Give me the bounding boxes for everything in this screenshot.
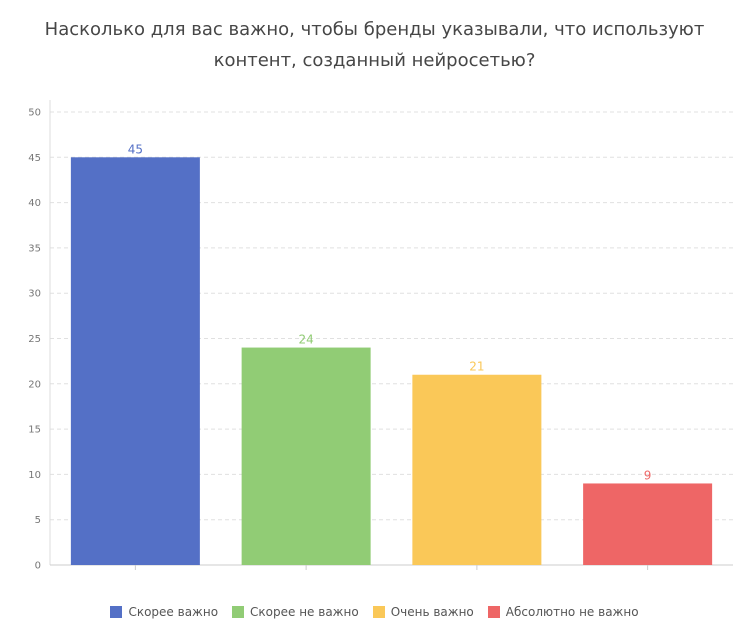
legend-item-skoree-ne-vazhno[interactable]: Скорее не важно	[232, 605, 359, 619]
legend-item-skoree-vazhno[interactable]: Скорее важно	[110, 605, 218, 619]
bar-value-label: 9	[644, 468, 652, 482]
bar-value-label: 24	[298, 333, 313, 347]
y-tick-label: 50	[28, 108, 41, 119]
y-tick-label: 0	[35, 561, 41, 572]
bar	[241, 347, 371, 565]
legend-item-ochen-vazhno[interactable]: Очень важно	[372, 605, 474, 619]
bar-value-label: 45	[128, 142, 143, 156]
y-tick-label: 10	[28, 470, 41, 481]
bar	[70, 157, 200, 566]
y-tick-label: 20	[28, 379, 41, 390]
bar-value-label: 21	[469, 360, 484, 374]
legend-swatch	[372, 606, 385, 618]
legend-swatch	[232, 606, 245, 618]
y-tick-label: 45	[28, 153, 41, 164]
y-tick-label: 40	[28, 198, 41, 209]
bar-chart: 0 5 10 15 20 25 30 35 40 45 50 45 24 21 9	[28, 100, 733, 572]
y-tick-label: 5	[35, 515, 41, 526]
bar	[412, 374, 542, 565]
y-tick-label: 35	[28, 243, 41, 254]
legend-swatch	[487, 606, 500, 618]
legend-label: Скорее не важно	[250, 605, 359, 619]
legend-swatch	[110, 606, 123, 618]
legend-label: Абсолютно не важно	[505, 605, 639, 619]
legend-item-absolyutno-ne-vazhno[interactable]: Абсолютно не важно	[487, 605, 639, 619]
chart-title-line-2: контент, созданный нейросетью?	[213, 50, 536, 71]
y-tick-label: 25	[28, 334, 41, 345]
chart-legend: Скорее важно Скорее не важно Очень важно…	[0, 605, 749, 619]
chart-title-line-1: Насколько для вас важно, чтобы бренды ук…	[44, 19, 705, 40]
y-tick-label: 30	[28, 289, 41, 300]
chart-title: Насколько для вас важно, чтобы бренды ук…	[0, 14, 749, 76]
legend-label: Скорее важно	[128, 605, 219, 619]
y-tick-label: 15	[28, 425, 41, 436]
bar	[583, 483, 713, 565]
legend-label: Очень важно	[390, 605, 474, 619]
